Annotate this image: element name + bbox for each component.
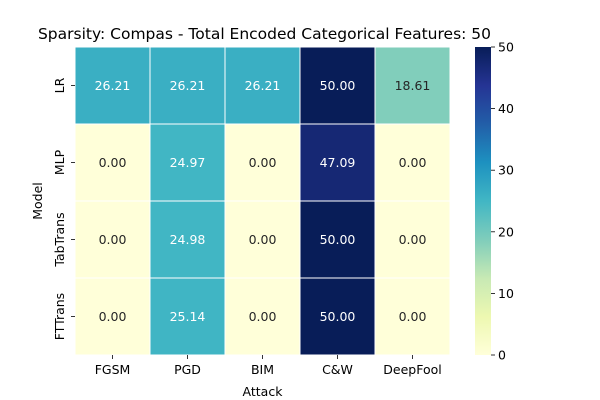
heatmap-cell xyxy=(149,200,226,279)
y-axis-label: Model xyxy=(30,182,45,220)
cell-value-label: 0.00 xyxy=(99,309,127,324)
chart-title: Sparsity: Compas - Total Encoded Categor… xyxy=(38,25,491,43)
cell-value-label: 24.98 xyxy=(170,232,206,247)
x-tick-label: DeepFool xyxy=(383,362,441,377)
cell-value-label: 50.00 xyxy=(320,232,356,247)
heatmap-cell xyxy=(374,200,451,279)
colorbar-ticks: 0 10 20 30 40 50 xyxy=(491,40,514,363)
colorbar-tick-label: 10 xyxy=(498,286,514,301)
cell-value-label: 18.61 xyxy=(395,78,431,93)
x-tick-label: PGD xyxy=(174,362,201,377)
y-tick-label: MLP xyxy=(52,149,67,175)
cell-value-label: 0.00 xyxy=(399,309,427,324)
y-axis-ticks: LR MLP TabTrans FTTrans xyxy=(52,77,75,340)
heatmap-cell xyxy=(74,123,151,202)
colorbar-tick-label: 0 xyxy=(498,348,506,363)
colorbar xyxy=(475,47,491,355)
x-tick-label: C&W xyxy=(322,362,353,377)
heatmap-cell xyxy=(299,46,376,125)
cell-value-label: 0.00 xyxy=(249,232,277,247)
y-tick-label: TabTrans xyxy=(52,212,67,267)
cell-value-label: 25.14 xyxy=(170,309,206,324)
heatmap-cell xyxy=(374,46,451,125)
cell-value-label: 50.00 xyxy=(320,309,356,324)
heatmap-cell xyxy=(74,46,151,125)
cell-value-label: 26.21 xyxy=(170,78,206,93)
cell-value-label: 26.21 xyxy=(95,78,131,93)
heatmap-cell xyxy=(224,46,301,125)
x-axis-label: Attack xyxy=(243,384,284,399)
x-tick-label: BIM xyxy=(251,362,274,377)
heatmap-cell xyxy=(149,277,226,356)
cell-value-label: 0.00 xyxy=(399,232,427,247)
cell-value-label: 0.00 xyxy=(399,155,427,170)
colorbar-tick-label: 50 xyxy=(498,40,514,55)
colorbar-tick-label: 30 xyxy=(498,163,514,178)
heatmap-cell xyxy=(224,123,301,202)
heatmap-cell xyxy=(299,200,376,279)
cell-value-label: 0.00 xyxy=(249,309,277,324)
heatmap-cell xyxy=(299,277,376,356)
heatmap-cell-labels: 26.21 26.21 26.21 50.00 18.61 0.00 24.97 0.00 47… xyxy=(95,78,431,324)
x-axis-ticks: FGSM PGD BIM C&W DeepFool xyxy=(95,355,442,377)
cell-value-label: 24.97 xyxy=(170,155,206,170)
cell-value-label: 0.00 xyxy=(99,155,127,170)
cell-value-label: 50.00 xyxy=(320,78,356,93)
heatmap-cell xyxy=(224,200,301,279)
colorbar-tick-label: 20 xyxy=(498,224,514,239)
y-tick-label: LR xyxy=(52,77,67,93)
heatmap-cell xyxy=(374,277,451,356)
cell-value-label: 26.21 xyxy=(245,78,281,93)
cell-value-label: 0.00 xyxy=(249,155,277,170)
heatmap-cell xyxy=(374,123,451,202)
heatmap-cells xyxy=(74,46,451,356)
heatmap-cell xyxy=(224,277,301,356)
y-tick-label: FTTrans xyxy=(52,293,67,340)
heatmap-cell xyxy=(149,46,226,125)
x-tick-label: FGSM xyxy=(95,362,131,377)
colorbar-tick-label: 40 xyxy=(498,101,514,116)
cell-value-label: 0.00 xyxy=(99,232,127,247)
cell-value-label: 47.09 xyxy=(320,155,356,170)
